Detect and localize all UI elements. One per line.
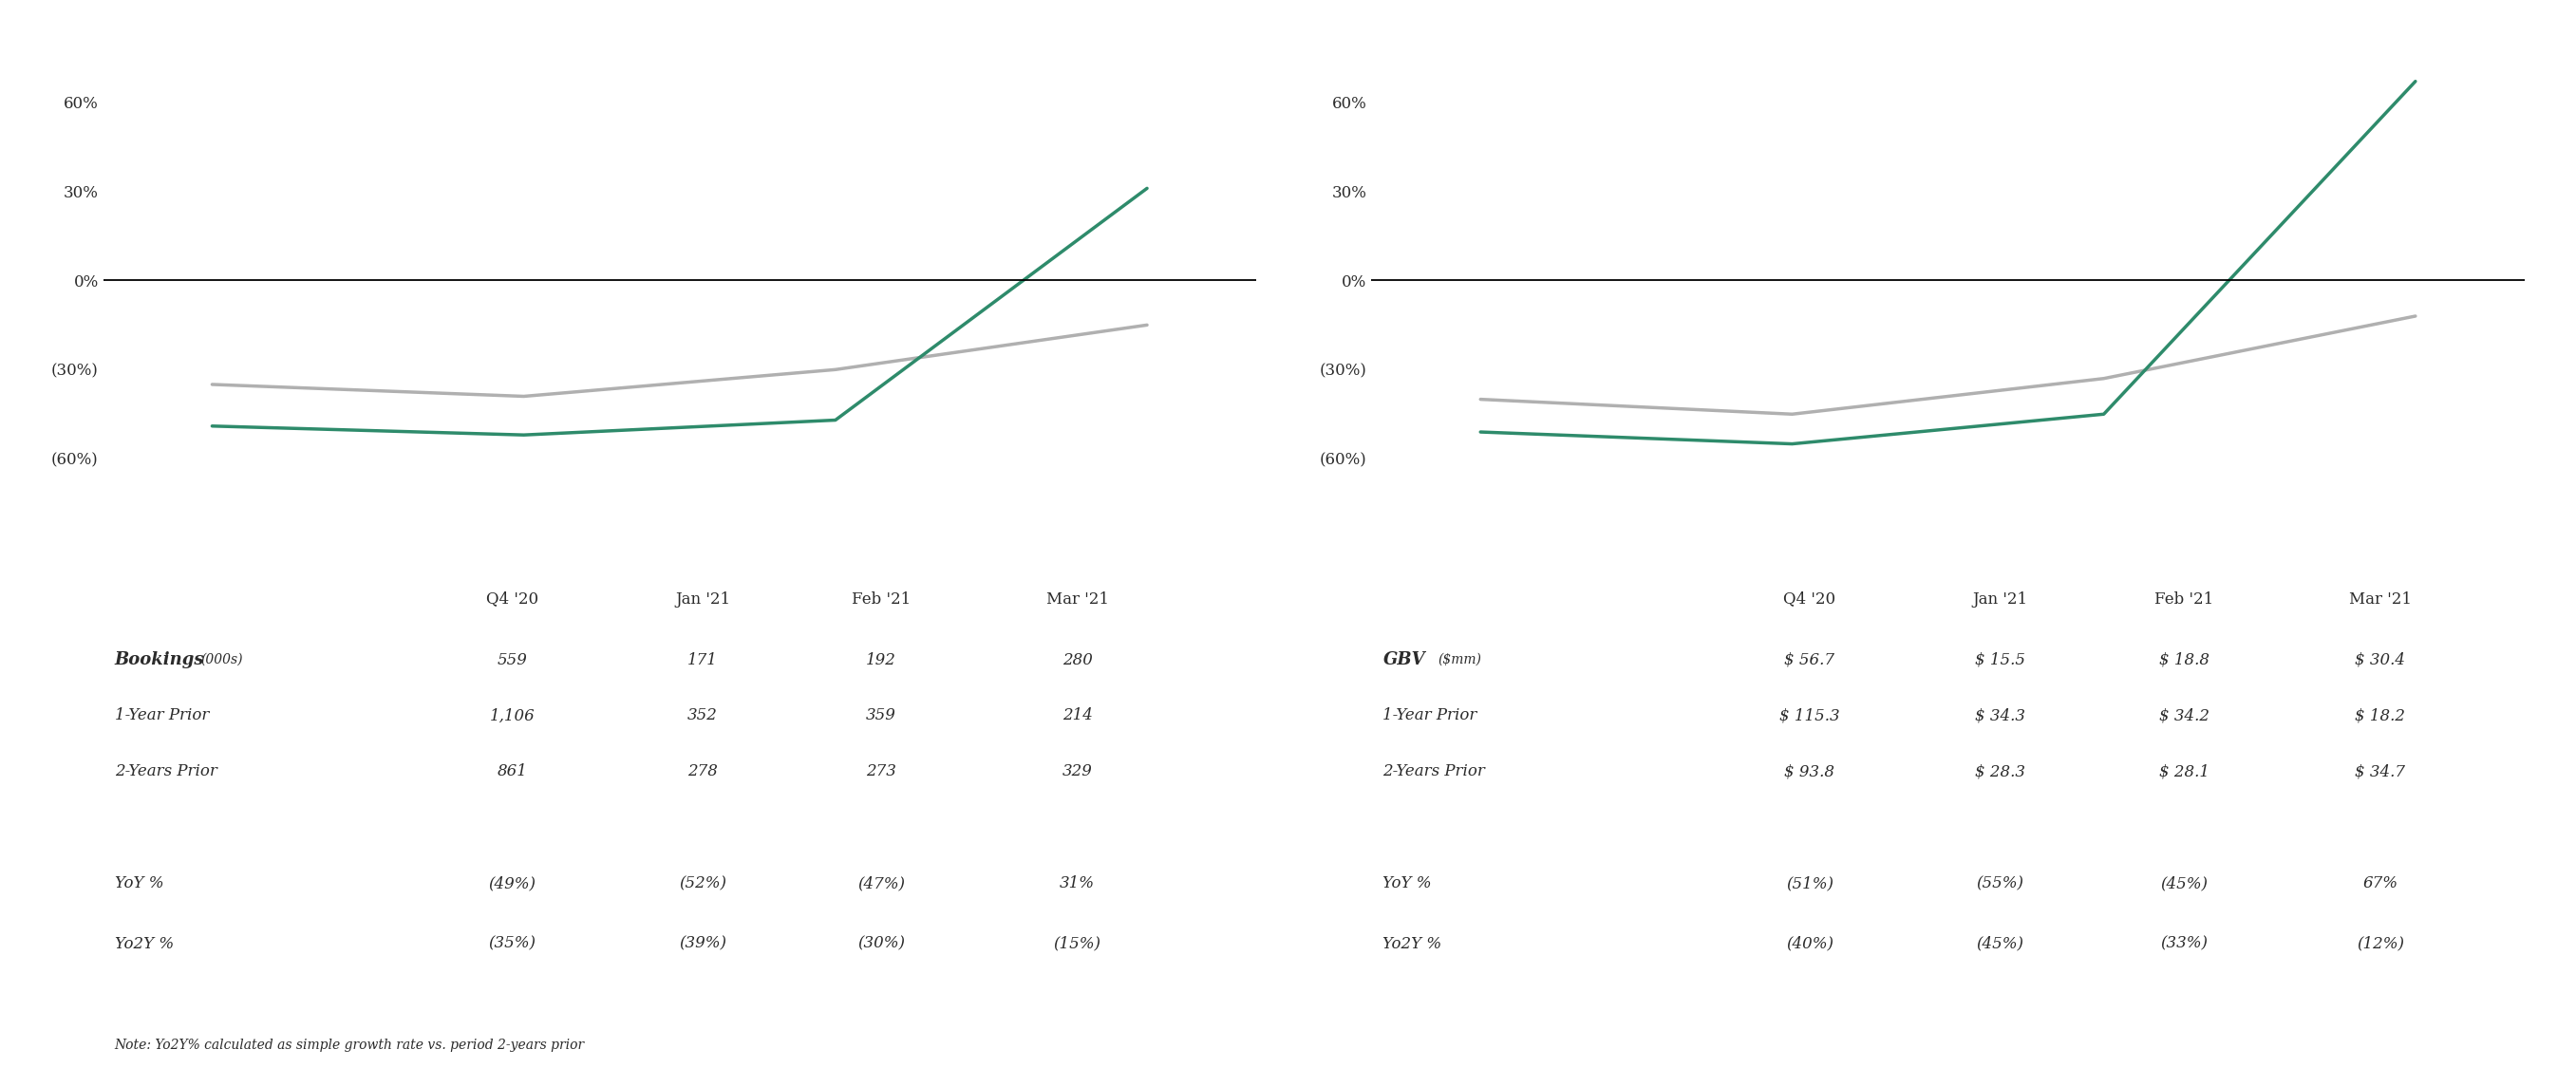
Text: Yo2Y %: Yo2Y % [113,936,173,952]
Text: (45%): (45%) [2161,876,2208,892]
Text: (40%): (40%) [1785,936,1834,952]
Text: 352: 352 [688,708,719,724]
Text: $ 115.3: $ 115.3 [1780,708,1839,724]
Text: YoY %: YoY % [113,876,162,892]
Text: 192: 192 [866,651,896,668]
Text: (49%): (49%) [489,876,536,892]
Text: (55%): (55%) [1976,876,2025,892]
Text: Q4 '20: Q4 '20 [487,591,538,607]
Text: (45%): (45%) [1976,936,2025,952]
Text: 1-Year Prior: 1-Year Prior [1383,708,1476,724]
Text: (000s): (000s) [201,654,242,666]
Text: 278: 278 [688,764,719,780]
Text: 1-Year Prior: 1-Year Prior [113,708,209,724]
Text: 329: 329 [1061,764,1092,780]
Text: 280: 280 [1061,651,1092,668]
Text: Feb '21: Feb '21 [853,591,912,607]
Text: Jan '21: Jan '21 [1973,591,2027,607]
Text: 861: 861 [497,764,528,780]
Text: (15%): (15%) [1054,936,1100,952]
Text: Yo2Y %: Yo2Y % [1383,936,1443,952]
Text: 1,106: 1,106 [489,708,536,724]
Text: (47%): (47%) [858,876,904,892]
Text: 559: 559 [497,651,528,668]
Text: 171: 171 [688,651,719,668]
Text: 359: 359 [866,708,896,724]
Text: 67%: 67% [2362,876,2398,892]
Text: YoY %: YoY % [1383,876,1432,892]
Text: (30%): (30%) [858,936,904,952]
Text: 31%: 31% [1059,876,1095,892]
Text: GBV: GBV [1383,651,1425,669]
Text: (51%): (51%) [1785,876,1834,892]
Text: 2-Years Prior: 2-Years Prior [113,764,216,780]
Text: Mar '21: Mar '21 [2349,591,2411,607]
Text: $ 34.7: $ 34.7 [2354,764,2406,780]
Text: $ 18.2: $ 18.2 [2354,708,2406,724]
Text: Bookings: Bookings [113,651,204,669]
Text: $ 34.3: $ 34.3 [1976,708,2025,724]
Text: Q4 '20: Q4 '20 [1783,591,1837,607]
Text: (33%): (33%) [2161,936,2208,952]
Text: $ 30.4: $ 30.4 [2354,651,2406,668]
Text: (12%): (12%) [2357,936,2403,952]
Text: $ 56.7: $ 56.7 [1785,651,1834,668]
Text: (35%): (35%) [489,936,536,952]
Text: $ 15.5: $ 15.5 [1976,651,2025,668]
Text: ($mm): ($mm) [1437,654,1481,666]
Text: (52%): (52%) [680,876,726,892]
Text: Mar '21: Mar '21 [1046,591,1108,607]
Text: $ 34.2: $ 34.2 [2159,708,2210,724]
Text: $ 93.8: $ 93.8 [1785,764,1834,780]
Text: 2-Years Prior: 2-Years Prior [1383,764,1486,780]
Text: (39%): (39%) [680,936,726,952]
Text: $ 28.3: $ 28.3 [1976,764,2025,780]
Text: 273: 273 [866,764,896,780]
Text: 214: 214 [1061,708,1092,724]
Text: $ 28.1: $ 28.1 [2159,764,2210,780]
Text: Jan '21: Jan '21 [675,591,729,607]
Text: Note: Yo2Y% calculated as simple growth rate vs. period 2-years prior: Note: Yo2Y% calculated as simple growth … [113,1038,585,1052]
Text: $ 18.8: $ 18.8 [2159,651,2210,668]
Text: Feb '21: Feb '21 [2154,591,2213,607]
